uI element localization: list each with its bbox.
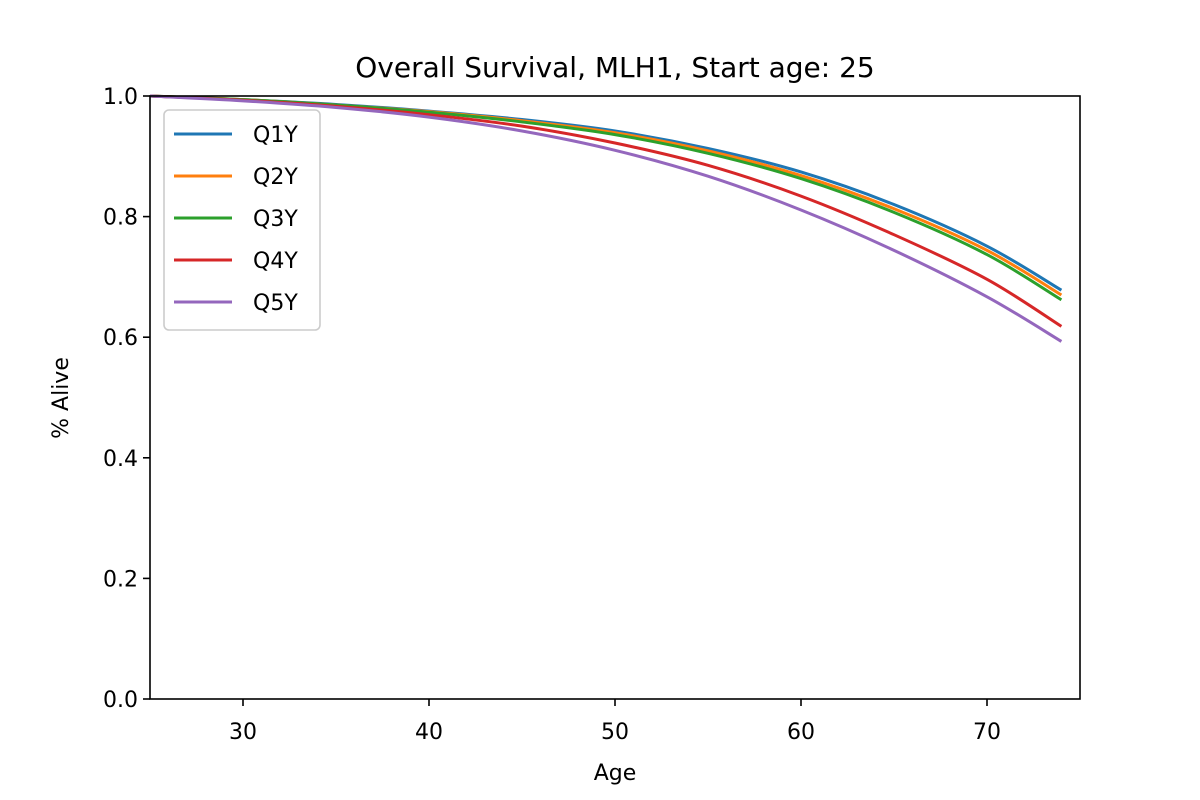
legend-label-q2y: Q2Y xyxy=(253,165,298,190)
legend-label-q4y: Q4Y xyxy=(253,249,298,274)
x-tick-label-60: 60 xyxy=(787,720,815,745)
y-tick-label-5: 1.0 xyxy=(103,85,138,110)
y-tick-label-1: 0.2 xyxy=(103,567,138,592)
series-layer xyxy=(149,94,1063,343)
series-line-q5y xyxy=(149,94,1063,343)
y-tick-label-2: 0.4 xyxy=(103,447,138,472)
y-tick-label-4: 0.8 xyxy=(103,206,138,231)
y-axis: 0.0 0.2 0.4 0.6 0.8 1.0 xyxy=(103,85,150,713)
chart-title: Overall Survival, MLH1, Start age: 25 xyxy=(355,51,875,84)
legend-label-q5y: Q5Y xyxy=(253,291,298,316)
y-axis-label: % Alive xyxy=(49,357,74,439)
x-tick-label-70: 70 xyxy=(973,720,1001,745)
x-tick-label-50: 50 xyxy=(601,720,629,745)
x-axis: 30 40 50 60 70 xyxy=(229,699,1001,745)
legend: Q1Y Q2Y Q3Y Q4Y Q5Y xyxy=(163,109,321,331)
legend-box xyxy=(163,109,321,331)
x-tick-label-40: 40 xyxy=(415,720,443,745)
legend-label-q1y: Q1Y xyxy=(253,123,298,148)
y-tick-label-0: 0.0 xyxy=(103,688,138,713)
x-axis-label: Age xyxy=(594,761,637,786)
legend-label-q3y: Q3Y xyxy=(253,207,298,232)
y-tick-label-3: 0.6 xyxy=(103,326,138,351)
x-tick-label-30: 30 xyxy=(229,720,257,745)
